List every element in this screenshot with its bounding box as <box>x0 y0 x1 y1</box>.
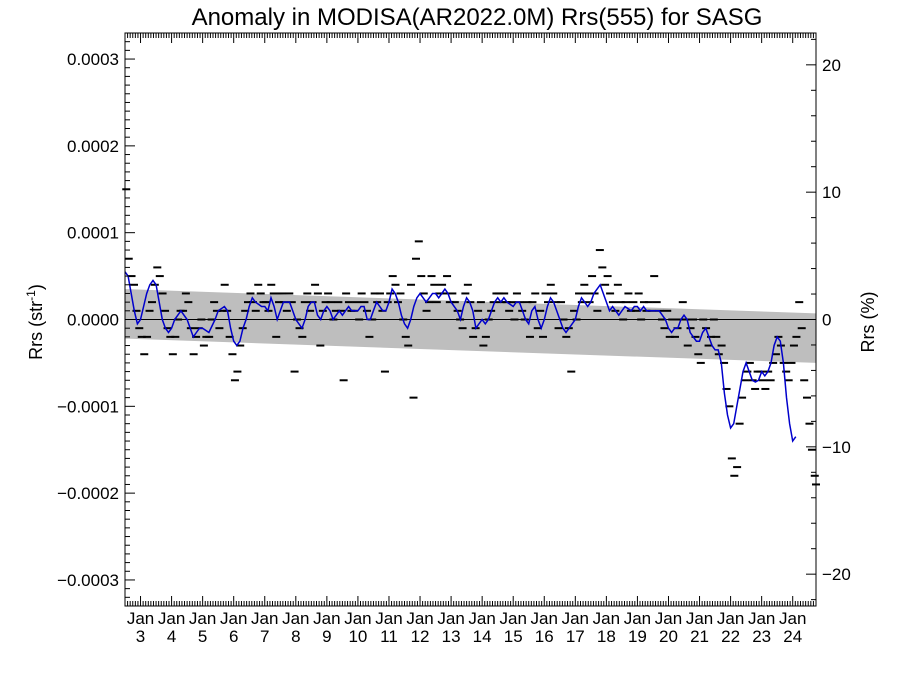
x-tick-label-year: 17 <box>566 627 585 646</box>
x-tick-label-month: Jan <box>313 609 340 628</box>
monthly-points <box>122 188 820 486</box>
x-tick-label-month: Jan <box>220 609 247 628</box>
x-tick-label-month: Jan <box>282 609 309 628</box>
x-tick-label-month: Jan <box>562 609 589 628</box>
x-tick-label-month: Jan <box>127 609 154 628</box>
left-axis-label-sup: -1 <box>24 290 38 301</box>
x-tick-label-month: Jan <box>717 609 744 628</box>
left-tick-label: −0.0001 <box>57 397 119 416</box>
x-tick-label-month: Jan <box>655 609 682 628</box>
left-tick-label: 0.0001 <box>67 224 119 243</box>
x-tick-label-month: Jan <box>375 609 402 628</box>
x-tick-label-month: Jan <box>748 609 775 628</box>
x-tick-label-year: 22 <box>721 627 740 646</box>
x-tick-label-year: 21 <box>690 627 709 646</box>
left-axis-label: Rrs (str-1) <box>24 284 46 360</box>
x-tick-label-year: 15 <box>504 627 523 646</box>
left-axis-label-main: Rrs (str <box>26 301 46 360</box>
x-tick-label-year: 5 <box>198 627 207 646</box>
trend-uncertainty-band <box>125 289 816 363</box>
x-tick-label-year: 23 <box>752 627 771 646</box>
x-tick-label-month: Jan <box>251 609 278 628</box>
x-tick-label-month: Jan <box>779 609 806 628</box>
x-tick-label-year: 6 <box>229 627 238 646</box>
x-tick-label-year: 13 <box>442 627 461 646</box>
x-tick-label-year: 11 <box>380 627 398 646</box>
plot-area: Jan3Jan4Jan5Jan6Jan7Jan8Jan9Jan10Jan11Ja… <box>57 32 851 646</box>
right-tick-label: 0 <box>822 311 831 330</box>
x-tick-label-year: 4 <box>167 627 176 646</box>
x-tick-label-month: Jan <box>189 609 216 628</box>
left-tick-label: −0.0002 <box>57 484 119 503</box>
right-tick-label: 10 <box>822 183 841 202</box>
x-tick-label-month: Jan <box>468 609 495 628</box>
chart-title: Anomaly in MODISA(AR2022.0M) Rrs(555) fo… <box>192 4 763 31</box>
right-tick-label: −20 <box>822 565 851 584</box>
left-axis: 0.0003 0.0002 0.0001 0.0000 −0.0001 −0.0002 −0… <box>57 32 135 607</box>
x-tick-label-year: 14 <box>473 627 492 646</box>
smoothed-anomaly-line <box>124 271 797 443</box>
x-tick-label-year: 20 <box>659 627 678 646</box>
x-tick-label-year: 19 <box>628 627 647 646</box>
x-tick-label-month: Jan <box>686 609 713 628</box>
x-tick-label-month: Jan <box>499 609 526 628</box>
x-tick-label-year: 9 <box>322 627 331 646</box>
x-tick-label-month: Jan <box>406 609 433 628</box>
right-tick-label: −10 <box>822 438 851 457</box>
x-tick-label-year: 10 <box>348 627 367 646</box>
left-tick-label: 0.0003 <box>67 50 119 69</box>
x-tick-label-year: 16 <box>535 627 554 646</box>
x-axis-ticks <box>124 33 817 606</box>
x-tick-label-month: Jan <box>158 609 185 628</box>
x-tick-label-month: Jan <box>437 609 464 628</box>
x-axis-labels: Jan3Jan4Jan5Jan6Jan7Jan8Jan9Jan10Jan11Ja… <box>127 609 807 646</box>
x-tick-label-year: 8 <box>291 627 300 646</box>
left-tick-label: 0.0002 <box>67 137 119 156</box>
x-tick-label-month: Jan <box>531 609 558 628</box>
right-axis: 20 10 0 −10 −20 <box>806 38 851 601</box>
x-tick-label-year: 18 <box>597 627 616 646</box>
right-tick-label: 20 <box>822 56 841 75</box>
x-tick-label-year: 12 <box>411 627 430 646</box>
x-tick-label-year: 3 <box>136 627 145 646</box>
x-tick-label-year: 24 <box>783 627 802 646</box>
left-tick-label: 0.0000 <box>67 311 119 330</box>
left-tick-label: −0.0003 <box>57 571 119 590</box>
x-tick-label-month: Jan <box>344 609 371 628</box>
x-tick-label-month: Jan <box>593 609 620 628</box>
right-axis-label: Rrs (%) <box>858 292 878 353</box>
x-tick-label-year: 7 <box>260 627 269 646</box>
x-tick-label-month: Jan <box>624 609 651 628</box>
left-axis-label-close: ) <box>26 284 46 290</box>
